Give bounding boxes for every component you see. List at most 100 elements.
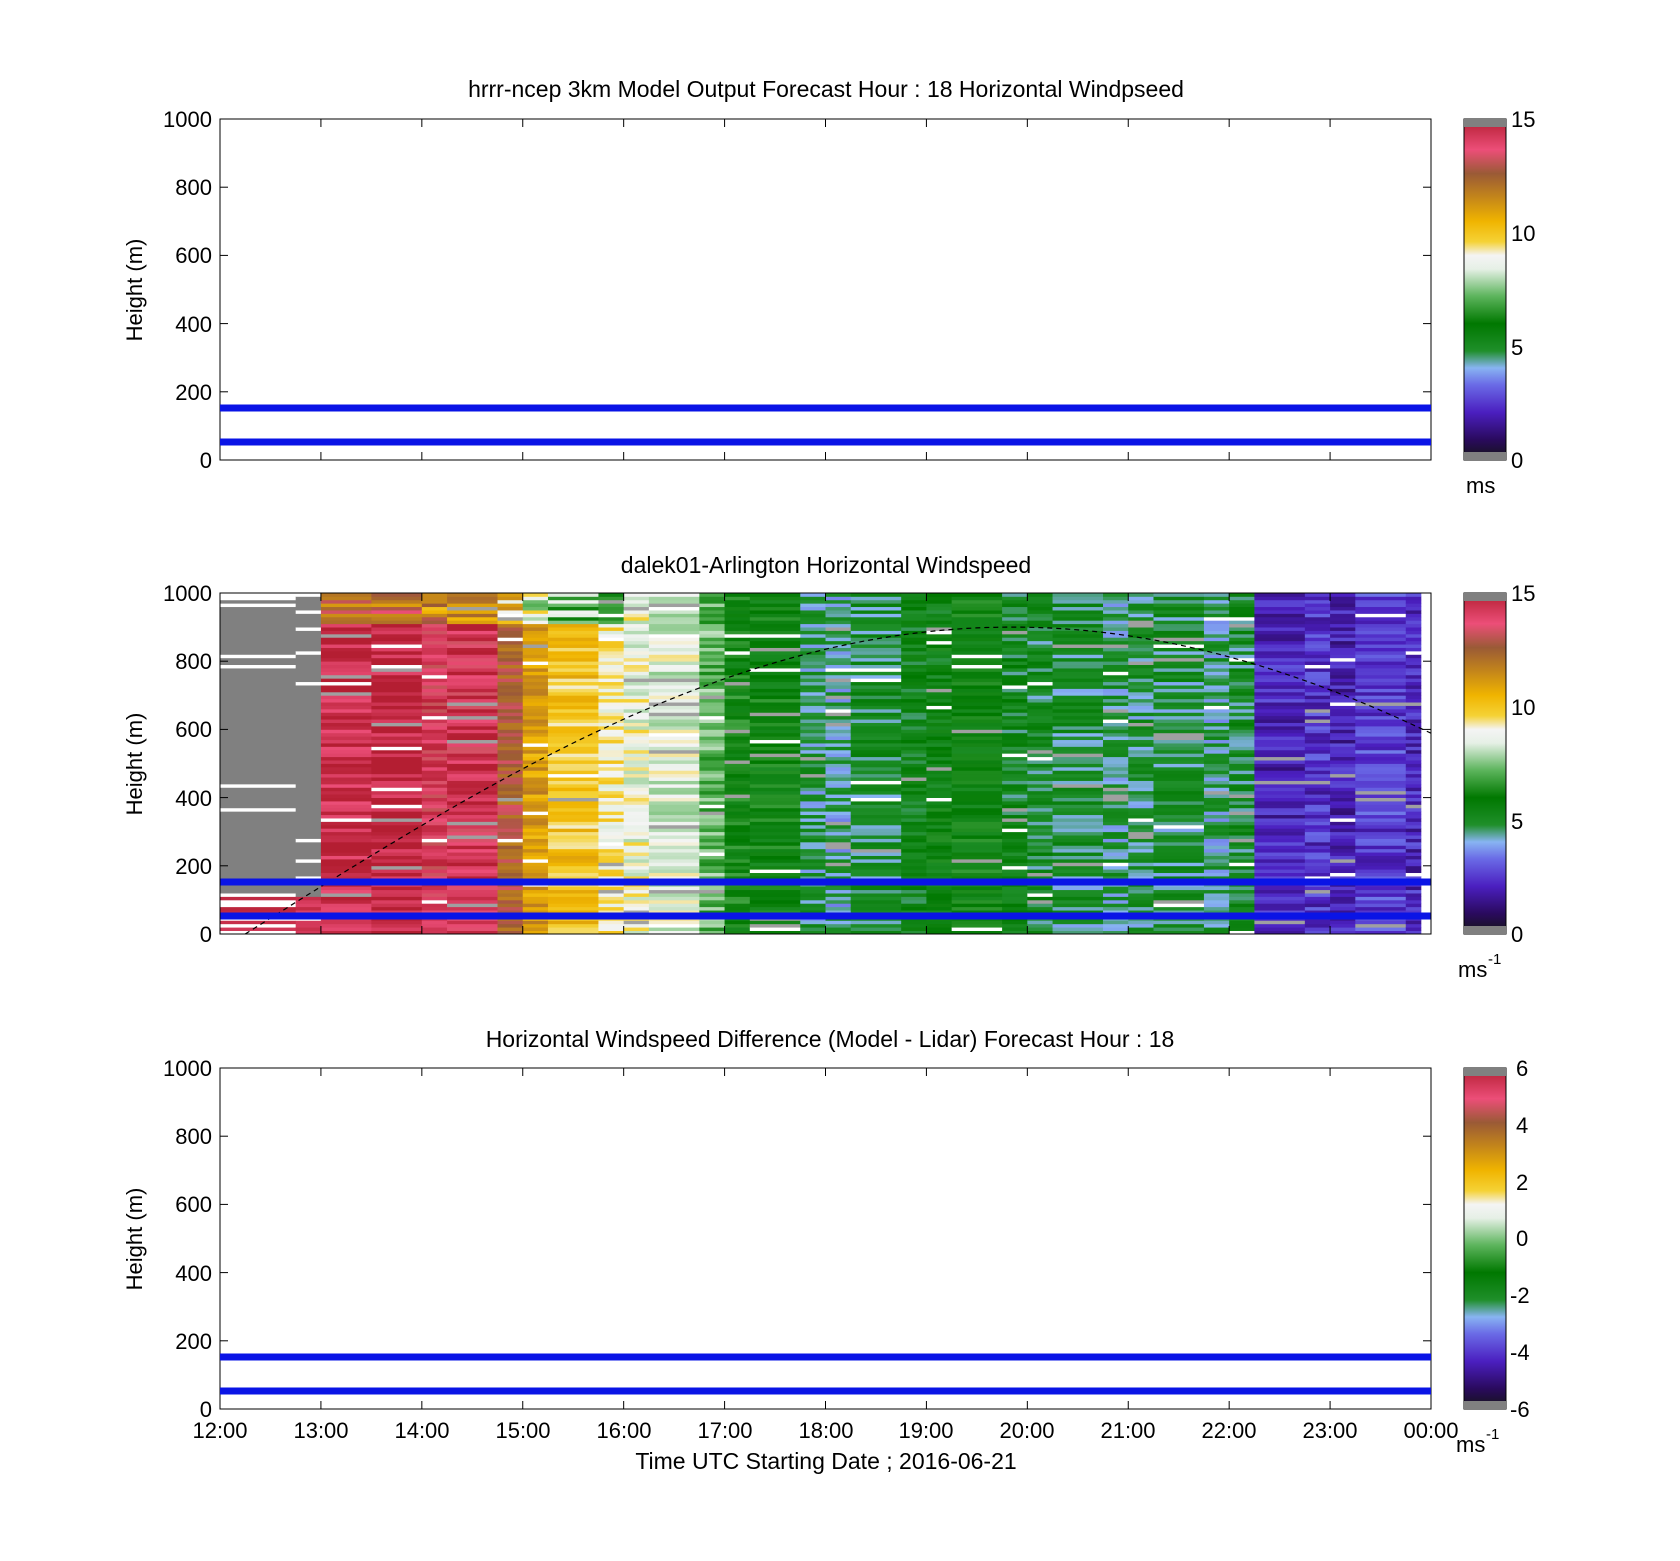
heatmap-cell (320, 838, 372, 843)
heatmap-cell (1304, 848, 1331, 853)
heatmap-cell (1304, 633, 1331, 638)
heatmap-cell (1355, 610, 1407, 614)
heatmap-cell (1203, 685, 1230, 689)
heatmap-cell (1203, 903, 1230, 908)
heatmap-cell (1355, 807, 1407, 812)
heatmap-cell (598, 763, 625, 768)
heatmap-cell (800, 610, 826, 614)
heatmap-cell (1355, 790, 1407, 795)
heatmap-cell (1103, 644, 1129, 648)
heatmap-cell (724, 688, 751, 693)
heatmap-cell (1128, 596, 1154, 601)
heatmap-cell (1002, 705, 1028, 710)
heatmap-cell (598, 739, 625, 744)
heatmap-cell (1103, 685, 1129, 689)
heatmap-cell (1128, 739, 1154, 744)
heatmap-cell (220, 613, 297, 618)
heatmap-cell (371, 906, 423, 911)
heatmap-cell (447, 848, 498, 853)
heatmap-cell (1128, 831, 1154, 836)
heatmap-cell (926, 801, 953, 805)
heatmap-cell (1128, 794, 1154, 798)
heatmap-cell (724, 930, 751, 934)
heatmap-cell (1304, 920, 1331, 925)
heatmap-cell (699, 862, 725, 867)
heatmap-cell (1330, 708, 1356, 713)
heatmap-cell (447, 869, 498, 874)
heatmap-cell (1153, 896, 1205, 901)
heatmap-cell (1153, 835, 1205, 839)
heatmap-cell (1103, 930, 1129, 934)
heatmap-cell (1153, 674, 1205, 679)
heatmap-cell (1153, 930, 1205, 934)
heatmap-cell (926, 858, 953, 863)
heatmap-cell (421, 756, 448, 761)
heatmap-cell (1052, 872, 1104, 877)
heatmap-cell (1052, 644, 1104, 648)
heatmap-cell (1229, 743, 1255, 747)
heatmap-cell (699, 876, 725, 880)
heatmap-cell (926, 923, 953, 928)
heatmap-cell (295, 664, 322, 669)
heatmap-cell (1304, 828, 1331, 833)
heatmap-cell (497, 862, 524, 867)
heatmap-cell (1002, 787, 1028, 792)
heatmap-cell (850, 681, 902, 686)
heatmap-cell (1330, 893, 1356, 897)
heatmap-cell (1405, 708, 1422, 713)
heatmap-cell (1103, 749, 1129, 754)
heatmap-cell (825, 855, 852, 860)
heatmap-cell (825, 807, 852, 812)
heatmap-cell (320, 835, 372, 839)
heatmap-cell (1128, 869, 1154, 874)
heatmap-cell (1128, 865, 1154, 870)
heatmap-cell (901, 838, 927, 843)
heatmap-cell (371, 872, 423, 877)
heatmap-cell (1405, 910, 1422, 914)
heatmap-cell (1203, 869, 1230, 874)
heatmap-cell (447, 647, 498, 652)
heatmap-cell (1002, 627, 1028, 631)
heatmap-cell (926, 623, 953, 628)
heatmap-cell (1128, 668, 1154, 672)
heatmap-cell (825, 603, 852, 608)
heatmap-cell (295, 613, 322, 618)
heatmap-cell (1304, 664, 1331, 669)
heatmap-cell (1128, 606, 1154, 611)
heatmap-cell (926, 777, 953, 781)
x-tick-label: 19:00 (898, 1418, 953, 1443)
heatmap-cell (497, 685, 524, 689)
heatmap-cell (1304, 732, 1331, 737)
heatmap-cell (1052, 596, 1104, 601)
heatmap-cell (800, 821, 826, 826)
heatmap-cell (926, 756, 953, 761)
heatmap-cell (1304, 695, 1331, 700)
heatmap-cell (1128, 616, 1154, 621)
heatmap-cell (547, 647, 599, 652)
heatmap-cell (320, 903, 372, 908)
heatmap-cell (951, 787, 1003, 792)
heatmap-cell (547, 725, 599, 730)
heatmap-cell (1405, 923, 1422, 928)
heatmap-cell (1203, 606, 1230, 611)
heatmap-cell (1355, 705, 1407, 710)
heatmap-cell (1128, 725, 1154, 730)
heatmap-cell (1027, 702, 1053, 706)
heatmap-cell (1405, 780, 1422, 785)
heatmap-cell (901, 627, 927, 631)
heatmap-cell (371, 644, 423, 648)
heatmap-cell (522, 797, 549, 802)
heatmap-cell (623, 688, 650, 693)
heatmap-cell (825, 845, 852, 850)
heatmap-cell (951, 923, 1003, 928)
heatmap-cell (699, 756, 725, 761)
heatmap-cell (1330, 790, 1356, 795)
heatmap-cell (421, 712, 448, 717)
heatmap-cell (699, 708, 725, 713)
heatmap-cell (320, 910, 372, 914)
heatmap-cell (320, 824, 372, 829)
heatmap-cell (598, 814, 625, 819)
heatmap-cell (1027, 654, 1053, 659)
heatmap-cell (220, 671, 297, 676)
heatmap-cell (1052, 804, 1104, 809)
